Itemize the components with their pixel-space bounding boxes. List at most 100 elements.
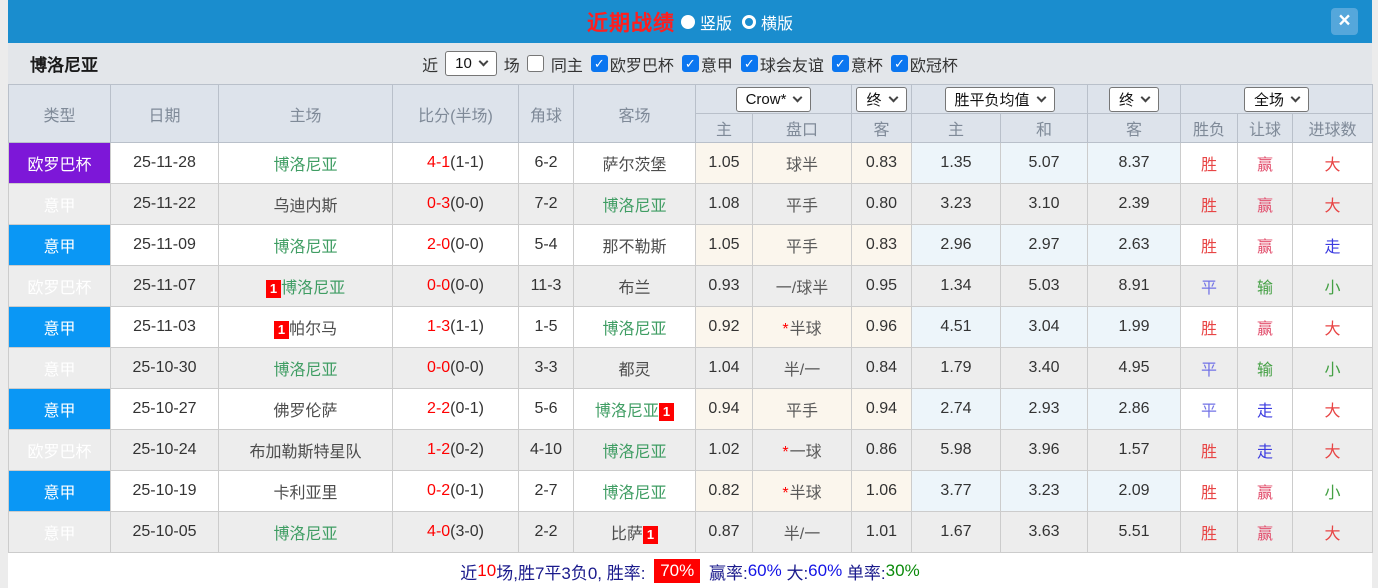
col-odds-away: 客 — [851, 113, 912, 143]
summary-segment: 单率: — [842, 563, 886, 583]
chevron-down-icon — [478, 56, 489, 67]
avg-home: 1.35 — [911, 142, 1001, 184]
handicap-line: 平手 — [752, 388, 852, 430]
fulltime-score: 4-1 — [427, 154, 451, 171]
result-goals: 大 — [1292, 142, 1374, 184]
avg-home: 1.79 — [911, 347, 1001, 389]
avg-away: 2.63 — [1087, 224, 1182, 266]
col-score: 比分(半场) — [392, 84, 519, 143]
result-goals: 大 — [1292, 183, 1374, 225]
team-name: 博洛尼亚 — [30, 56, 98, 75]
vertical-radio-label[interactable]: 竖版 — [699, 15, 732, 33]
panel-title: 近期战绩 — [586, 11, 675, 35]
home-team: 佛罗伦萨 — [218, 388, 393, 430]
league-filters: ✓ 欧罗巴杯 ✓ 意甲 ✓ 球会友谊 ✓ 意杯 ✓ 欧冠杯 — [583, 52, 958, 76]
match-date: 25-10-24 — [110, 429, 219, 471]
league-checkbox[interactable]: ✓ — [740, 55, 758, 72]
same-home-label: 同主 — [550, 57, 583, 75]
handicap-line: 平手 — [752, 183, 852, 225]
horizontal-radio-label[interactable]: 横版 — [761, 15, 794, 33]
fulltime-score: 1-3 — [427, 318, 451, 335]
result-goals: 大 — [1292, 306, 1374, 348]
avg-select[interactable]: 胜平负均值 — [944, 86, 1055, 112]
result-wdl: 胜 — [1180, 470, 1239, 512]
handicap-line: *半球 — [752, 470, 852, 512]
home-team: 1 帕尔马 — [218, 306, 393, 348]
summary-segment: 赢率: — [704, 563, 748, 583]
home-odds: 0.92 — [695, 306, 753, 348]
red-card-badge: 1 — [265, 279, 282, 298]
scope-select[interactable]: 全场 — [1244, 86, 1310, 112]
chevron-down-icon — [1140, 92, 1151, 102]
avg-draw: 3.96 — [999, 429, 1089, 471]
match-row: 欧罗巴杯 25-11-28 博洛尼亚 4-1(1-1) 6-2 萨尔茨堡 1.05 球半 0.8… — [8, 142, 1374, 184]
summary-segment: 30% — [885, 561, 920, 580]
away-team: 布兰 — [573, 265, 696, 307]
result-wdl: 平 — [1180, 388, 1239, 430]
match-count-select[interactable]: 10 — [445, 51, 497, 76]
halftime-score: (1-1) — [450, 154, 484, 171]
col-avg-draw: 和 — [999, 113, 1089, 143]
halftime-score: (3-0) — [450, 523, 484, 540]
result-goals: 小 — [1292, 470, 1374, 512]
away-team: 比萨 1 — [573, 511, 696, 553]
league-label: 欧罗巴杯 — [609, 57, 674, 75]
home-team-name: 帕尔马 — [289, 321, 338, 338]
avg-draw: 5.03 — [999, 265, 1089, 307]
away-team-name: 博洛尼亚 — [602, 321, 667, 338]
avg-draw: 3.40 — [999, 347, 1089, 389]
period1-select-cell: 终 — [851, 84, 912, 114]
league-checkbox[interactable]: ✓ — [890, 55, 908, 72]
avg-draw: 2.93 — [999, 388, 1089, 430]
corners: 5-4 — [518, 224, 574, 266]
horizontal-radio[interactable] — [742, 14, 756, 29]
away-team-name: 博洛尼亚 — [594, 403, 659, 420]
league-checkbox[interactable]: ✓ — [590, 55, 608, 72]
avg-draw: 3.10 — [999, 183, 1089, 225]
score: 2-2(0-1) — [392, 388, 519, 430]
bookmaker-select[interactable]: Crow* — [735, 86, 812, 112]
corners: 2-7 — [518, 470, 574, 512]
corners: 5-6 — [518, 388, 574, 430]
same-home-checkbox[interactable] — [526, 55, 544, 72]
result-handicap: 走 — [1237, 429, 1294, 471]
match-date: 25-11-09 — [110, 224, 219, 266]
halftime-score: (0-0) — [450, 359, 484, 376]
table-header: 类型 日期 主场 比分(半场) 角球 客场 Crow* 终 胜平负均值 终 — [8, 84, 1374, 143]
close-icon[interactable]: × — [1331, 8, 1358, 35]
league-label: 欧冠杯 — [909, 57, 958, 75]
summary-segment: 60% — [747, 561, 782, 580]
vertical-radio[interactable] — [680, 14, 695, 29]
score: 2-0(0-0) — [392, 224, 519, 266]
avg-home: 4.51 — [911, 306, 1001, 348]
home-team-name: 卡利亚里 — [273, 485, 338, 502]
league-checkbox[interactable]: ✓ — [831, 55, 849, 72]
league-filter: ✓ 意杯 — [831, 52, 883, 76]
league-checkbox[interactable]: ✓ — [681, 55, 699, 72]
home-team-name: 布加勒斯特星队 — [249, 444, 362, 461]
away-team: 博洛尼亚 — [573, 306, 696, 348]
league-type: 意甲 — [8, 511, 111, 553]
league-type: 意甲 — [8, 306, 111, 348]
home-odds: 0.93 — [695, 265, 753, 307]
fulltime-score: 0-0 — [427, 359, 451, 376]
score: 0-2(0-1) — [392, 470, 519, 512]
period2-select[interactable]: 终 — [1109, 86, 1160, 112]
halftime-score: (0-1) — [450, 400, 484, 417]
avg-away: 1.57 — [1087, 429, 1182, 471]
home-team-name: 博洛尼亚 — [281, 280, 346, 297]
home-team-name: 佛罗伦萨 — [273, 403, 338, 420]
chevron-down-icon — [1036, 92, 1046, 102]
period1-select[interactable]: 终 — [856, 86, 907, 112]
league-type: 意甲 — [8, 470, 111, 512]
league-type: 欧罗巴杯 — [8, 142, 111, 184]
result-goals: 走 — [1292, 224, 1374, 266]
avg-home: 3.77 — [911, 470, 1001, 512]
away-odds: 0.94 — [851, 388, 912, 430]
league-type: 欧罗巴杯 — [8, 429, 111, 471]
summary-segment: 场,胜7平3负0, 胜率: — [496, 563, 651, 583]
avg-draw: 3.23 — [999, 470, 1089, 512]
result-goals: 大 — [1292, 429, 1374, 471]
match-row: 意甲 25-10-27 佛罗伦萨 2-2(0-1) 5-6 博洛尼亚 1 0.94 平手 0.94… — [8, 388, 1374, 430]
home-odds: 0.94 — [695, 388, 753, 430]
